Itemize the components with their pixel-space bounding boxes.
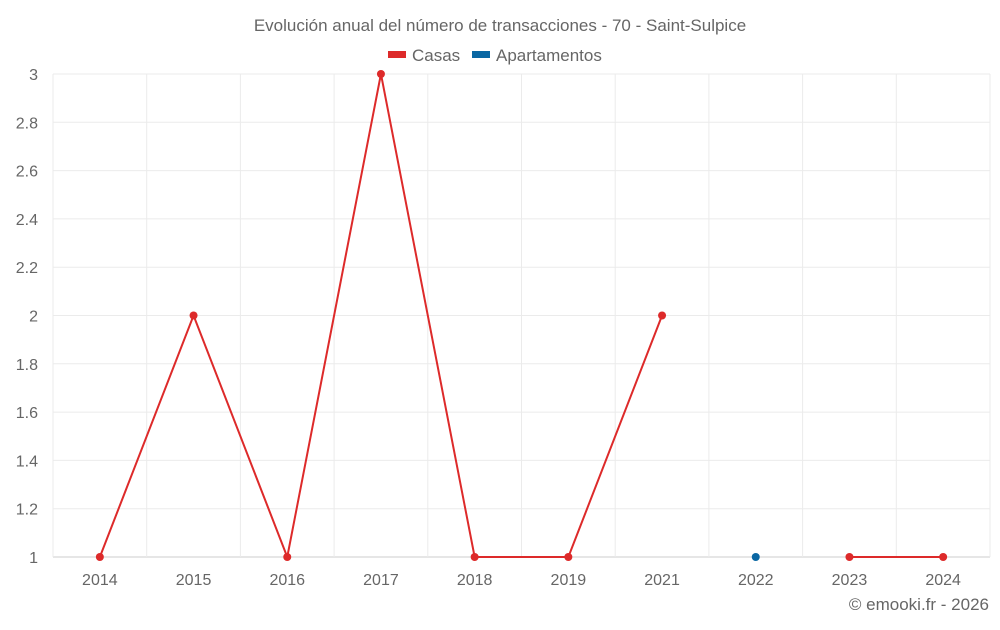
x-tick-label: 2021 — [644, 572, 680, 589]
legend-item-casas: Casas — [388, 46, 460, 65]
x-tick-label: 2023 — [832, 572, 868, 589]
series-apartamentos — [751, 553, 760, 561]
y-tick-label: 2.2 — [16, 260, 38, 277]
y-axis: 1 1.2 1.4 1.6 1.8 2 2.2 2.4 2.6 2.8 3 — [16, 67, 38, 567]
data-point — [658, 311, 667, 320]
copyright-credit: © emooki.fr - 2026 — [849, 595, 989, 614]
data-point — [470, 553, 479, 561]
x-tick-label: 2015 — [176, 572, 212, 589]
x-tick-label: 2019 — [551, 572, 587, 589]
x-tick-label: 2017 — [363, 572, 399, 589]
y-tick-label: 1.4 — [16, 453, 38, 470]
series-layer — [95, 70, 948, 561]
y-tick-label: 2.4 — [16, 212, 38, 229]
y-tick-label: 1 — [29, 550, 38, 567]
y-tick-label: 1.6 — [16, 405, 38, 422]
y-tick-label: 2.8 — [16, 115, 38, 132]
y-tick-label: 1.8 — [16, 357, 38, 374]
series-casas — [95, 70, 948, 561]
legend-swatch — [388, 51, 406, 58]
data-point — [189, 311, 198, 320]
x-tick-label: 2024 — [925, 572, 961, 589]
y-tick-label: 3 — [29, 67, 38, 84]
x-tick-label: 2016 — [269, 572, 305, 589]
legend-item-apartamentos: Apartamentos — [472, 46, 602, 65]
chart-title: Evolución anual del número de transaccio… — [254, 16, 746, 35]
x-tick-label: 2022 — [738, 572, 774, 589]
y-tick-label: 1.2 — [16, 502, 38, 519]
y-tick-label: 2.6 — [16, 164, 38, 181]
grid — [52, 73, 991, 558]
data-point — [564, 553, 573, 561]
data-point — [376, 70, 385, 78]
data-point — [283, 553, 292, 561]
x-axis: 2014 2015 2016 2017 2018 2019 2021 2022 2023 2024 — [82, 572, 961, 589]
data-point — [939, 553, 948, 561]
x-tick-label: 2014 — [82, 572, 118, 589]
x-tick-label: 2018 — [457, 572, 493, 589]
data-point — [95, 553, 104, 561]
data-point — [845, 553, 854, 561]
y-tick-label: 2 — [29, 309, 38, 326]
legend: Casas Apartamentos — [388, 46, 602, 65]
legend-label: Casas — [412, 46, 460, 65]
legend-swatch — [472, 51, 490, 58]
data-point — [751, 553, 760, 561]
legend-label: Apartamentos — [496, 46, 602, 65]
